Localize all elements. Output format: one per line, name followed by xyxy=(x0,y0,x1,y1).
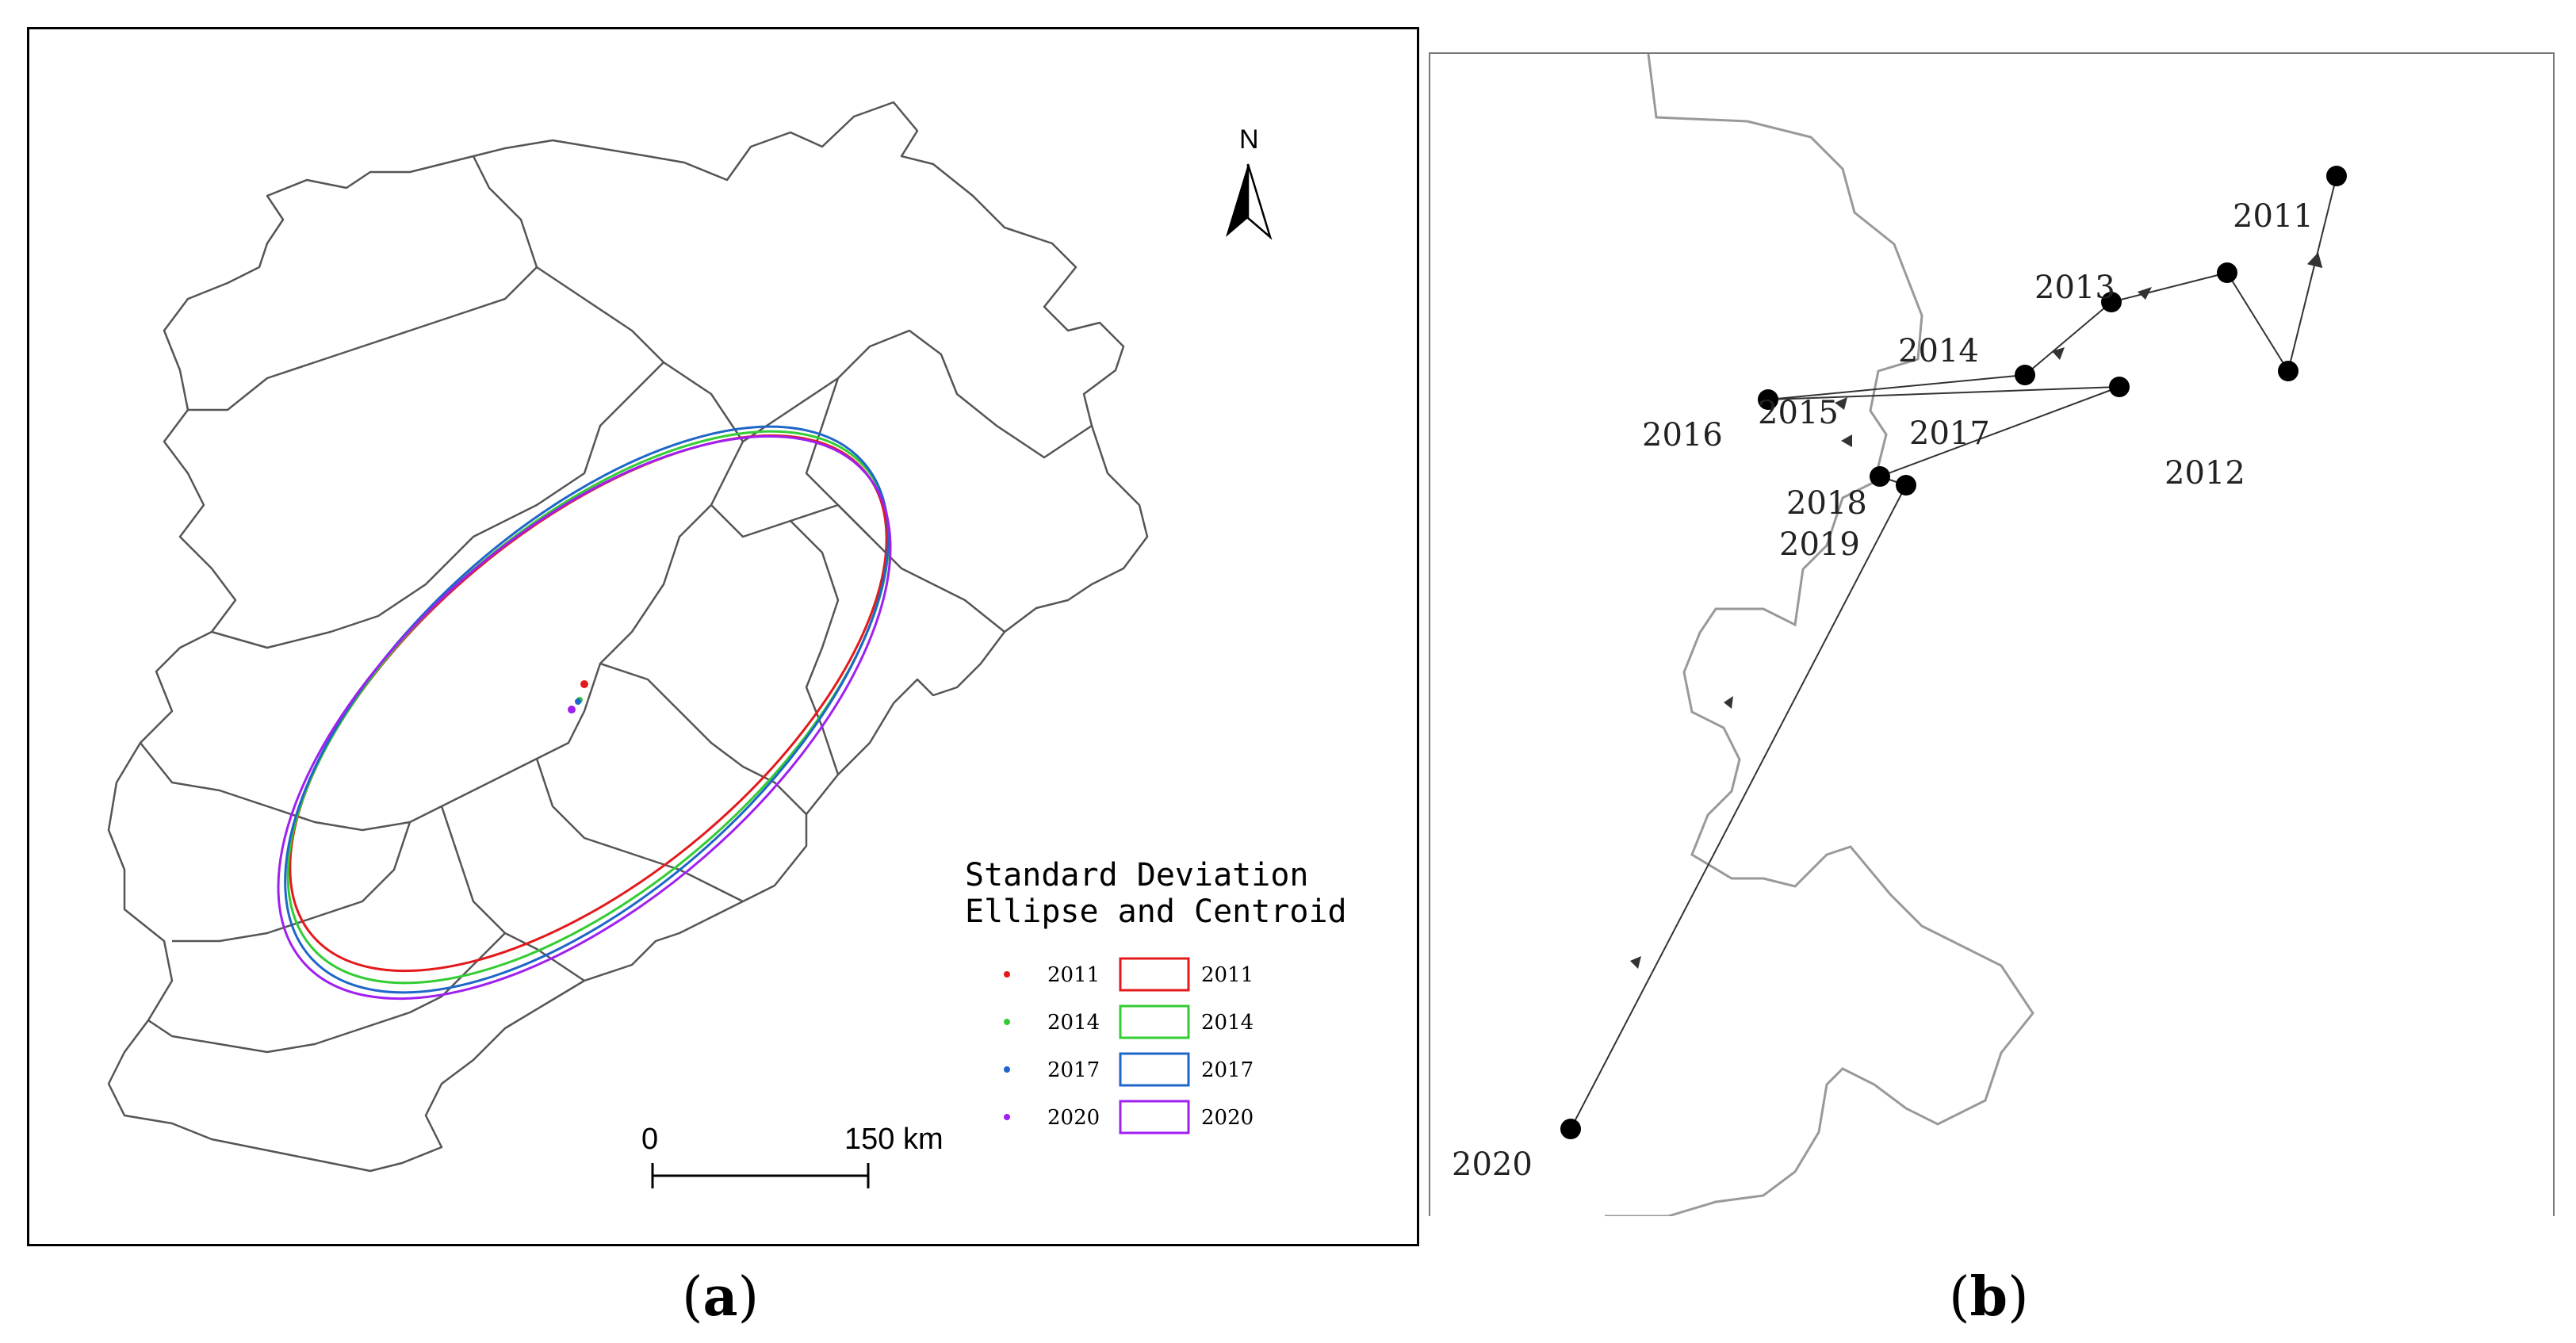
centroid-2011 xyxy=(580,680,588,688)
boundary-internal-3 xyxy=(663,361,1005,633)
point-2017 xyxy=(2109,377,2130,397)
caption-a: (a) xyxy=(682,1265,760,1329)
legend-ellipse-label-2014: 2014 xyxy=(1201,1011,1254,1035)
boundary-internal-11 xyxy=(535,758,744,903)
label-2014: 2014 xyxy=(1898,333,1979,369)
boundary-internal-6 xyxy=(599,662,807,815)
point-2018 xyxy=(1870,466,1890,487)
legend-ellipse-swatch-2020 xyxy=(1119,1100,1190,1134)
north-arrow: N xyxy=(1226,124,1273,240)
boundary-internal-10 xyxy=(147,932,506,1054)
legend-dot-label-2017: 2017 xyxy=(1047,1058,1100,1082)
ellipse-map: N Standard Deviation Ellipse and Centroi… xyxy=(107,101,1347,1188)
map-panel-b: 2011 2012 2013 2014 2015 2016 2017 2018 … xyxy=(1429,52,2555,1216)
north-label: N xyxy=(1239,124,1259,155)
point-2015 xyxy=(2015,365,2035,385)
map-panel-a: N Standard Deviation Ellipse and Centroi… xyxy=(27,27,1419,1246)
trajectory-points xyxy=(1560,166,2347,1139)
label-2017: 2017 xyxy=(1909,415,1990,452)
label-2013: 2013 xyxy=(2034,270,2115,306)
point-2019 xyxy=(1896,475,1916,495)
point-2016 xyxy=(1758,389,1778,410)
trajectory-arrowheads xyxy=(1630,252,2323,969)
centroids xyxy=(568,680,588,714)
legend-row-2017: 2017 2017 xyxy=(1004,1052,1254,1087)
legend-dot-label-2020: 2020 xyxy=(1047,1106,1100,1130)
boundary-internal-12 xyxy=(805,377,871,538)
boundary-line xyxy=(1605,54,2034,1216)
legend-row-2011: 2011 2011 xyxy=(1004,957,1254,992)
scale-bar: 0 150 km xyxy=(641,1123,944,1188)
legend-row-2020: 2020 2020 xyxy=(1004,1100,1254,1134)
legend-row-2014: 2014 2014 xyxy=(1004,1004,1254,1039)
centroid-trajectory-map: 2011 2012 2013 2014 2015 2016 2017 2018 … xyxy=(1452,54,2347,1216)
legend-ellipse-swatch-2017 xyxy=(1119,1052,1190,1087)
point-2013 xyxy=(2217,262,2237,283)
centroid-2017 xyxy=(575,698,581,705)
boundary-internal-2 xyxy=(188,266,538,411)
boundary-internal-4 xyxy=(742,329,1093,459)
ellipse-2017 xyxy=(284,425,890,994)
boundary-outline xyxy=(107,101,1149,1173)
label-2015: 2015 xyxy=(1758,395,1839,431)
label-2011: 2011 xyxy=(2233,198,2314,235)
sd-ellipses xyxy=(277,425,892,1001)
legend-ellipse-label-2017: 2017 xyxy=(1201,1058,1254,1082)
point-2014 xyxy=(2101,292,2122,312)
label-2016: 2016 xyxy=(1642,417,1723,453)
north-arrow-icon xyxy=(1226,164,1248,237)
label-2020: 2020 xyxy=(1452,1146,1533,1183)
trajectory-lines xyxy=(1570,175,2337,1130)
legend-dot-label-2014: 2014 xyxy=(1047,1011,1100,1035)
label-2012: 2012 xyxy=(2165,455,2245,492)
point-2012 xyxy=(2278,361,2298,381)
ellipse-2020 xyxy=(277,434,892,1001)
legend-title-line2: Ellipse and Centroid xyxy=(965,893,1347,930)
legend: Standard Deviation Ellipse and Centroid … xyxy=(965,857,1347,1134)
boundary-internal-8 xyxy=(440,805,585,982)
legend-title-line1: Standard Deviation xyxy=(965,857,1308,893)
legend-dot-label-2011: 2011 xyxy=(1047,963,1100,987)
label-2018: 2018 xyxy=(1786,485,1867,522)
centroid-2020 xyxy=(568,706,576,714)
boundary-internal-1 xyxy=(211,155,665,649)
legend-ellipse-label-2020: 2020 xyxy=(1201,1106,1254,1130)
caption-b: (b) xyxy=(1949,1265,2029,1329)
ellipse-2011 xyxy=(289,434,888,973)
legend-ellipse-swatch-2014 xyxy=(1119,1004,1190,1039)
year-labels: 2011 2012 2013 2014 2015 2016 2017 2018 … xyxy=(1452,198,2314,1183)
legend-ellipse-label-2011: 2011 xyxy=(1201,963,1254,987)
scale-end-label: 150 km xyxy=(844,1123,944,1156)
point-2020 xyxy=(1560,1119,1581,1139)
legend-ellipse-swatch-2011 xyxy=(1119,957,1190,992)
boundary-internal-5 xyxy=(140,504,712,832)
boundary-internal-9 xyxy=(172,821,411,943)
point-2011 xyxy=(2326,166,2347,186)
scale-start-label: 0 xyxy=(641,1123,658,1156)
label-2019: 2019 xyxy=(1779,526,1860,563)
region-boundaries xyxy=(107,101,1149,1173)
